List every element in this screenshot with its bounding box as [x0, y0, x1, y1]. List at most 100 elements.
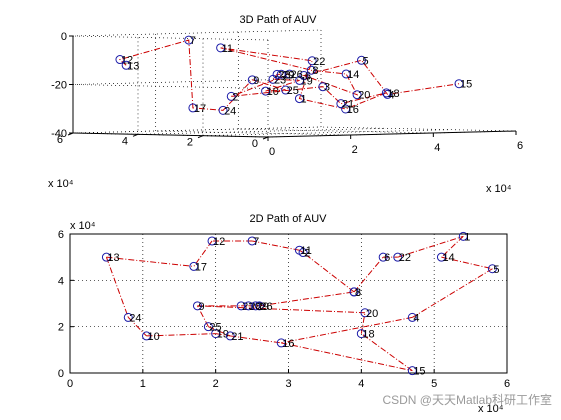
waypoint-marker-3d	[247, 75, 257, 85]
tick-label-3d-y: 6	[57, 134, 63, 146]
waypoint-label-3d: 21	[342, 99, 354, 111]
waypoint-label-3d: 4	[389, 89, 395, 101]
axis-3d-y	[72, 132, 269, 138]
waypoint-label-2d: 17	[195, 261, 207, 273]
waypoint-label-3d: 6	[305, 71, 311, 83]
waypoint-label-3d: 14	[347, 69, 359, 81]
waypoint-label-3d: 25	[287, 85, 299, 97]
waypoint-label-2d: 14	[442, 252, 454, 264]
path-line-3d	[118, 39, 460, 111]
gridline-3d-side-z	[72, 35, 269, 41]
waypoint-label-3d: 20	[358, 90, 370, 102]
waypoint-label-3d: 1	[300, 94, 306, 106]
waypoint-marker-3d	[281, 85, 291, 95]
title-2d: 2D Path of AUV	[249, 213, 327, 225]
waypoint-marker-3d	[261, 86, 271, 96]
waypoint-label-3d: 11	[222, 43, 233, 55]
plot-frame-2d	[69, 233, 508, 374]
waypoint-marker-3d	[216, 43, 226, 53]
waypoint-label-2d: 15	[413, 366, 425, 378]
waypoint-label-2d: 8	[355, 287, 361, 299]
waypoint-marker-3d	[318, 82, 328, 92]
tick-label-3d-x: 0	[269, 146, 275, 158]
waypoint-marker-2d	[294, 245, 304, 255]
tick-label-3d-z: -40	[51, 128, 67, 140]
waypoint-marker-3d	[383, 89, 393, 99]
waypoint-label-3d: 26	[290, 69, 302, 81]
path-segment-2d	[230, 335, 282, 344]
waypoint-label-3d: 17	[194, 103, 206, 115]
tick-label-3d-z: 0	[61, 31, 67, 43]
path-segment-2d	[197, 305, 365, 314]
tick-label-3d-y: 4	[122, 135, 128, 147]
waypoint-label-2d: 26	[260, 301, 272, 313]
waypoint-marker-2d	[407, 312, 417, 322]
waypoint-marker-2d	[141, 331, 151, 341]
waypoint-marker-2d	[207, 236, 217, 246]
waypoint-marker-2d	[225, 331, 235, 341]
gridline-3d-floor-x	[155, 130, 351, 136]
waypoint-marker-2d	[247, 236, 257, 246]
path-segment-2d	[106, 256, 194, 267]
waypoint-label-3d: 13	[127, 60, 139, 72]
tick-label-2d-x: 1	[140, 378, 146, 390]
axis-3d-x	[267, 130, 517, 138]
x-exponent-2d: x 10⁴	[478, 403, 504, 415]
waypoint-marker-3d	[295, 75, 305, 85]
waypoint-marker-2d	[436, 252, 446, 262]
waypoint-label-2d: 12	[213, 236, 225, 248]
waypoint-marker-2d	[243, 301, 253, 311]
waypoint-marker-2d	[101, 252, 111, 262]
tick-label-2d-y: 2	[58, 322, 64, 334]
waypoint-marker-3d	[341, 104, 351, 114]
waypoint-marker-3d	[115, 55, 125, 65]
waypoint-marker-3d	[294, 94, 304, 104]
waypoint-marker-2d	[236, 301, 246, 311]
waypoint-label-2d: 18	[362, 329, 374, 341]
waypoint-marker-2d	[487, 264, 497, 274]
waypoint-marker-2d	[393, 252, 403, 262]
waypoint-label-2d: 22	[399, 252, 411, 264]
waypoint-marker-3d	[121, 60, 131, 70]
waypoint-label-3d: 24	[224, 105, 236, 117]
gridline-3d-back-z	[72, 126, 322, 134]
waypoint-marker-3d	[188, 103, 198, 113]
tick-label-3d-y: 2	[187, 137, 193, 149]
gridline-3d-floor-y	[202, 129, 452, 137]
waypoint-label-3d: 3	[324, 82, 330, 94]
waypoint-label-3d: 2	[232, 91, 238, 103]
waypoint-marker-3d	[356, 55, 366, 65]
waypoint-label-2d: 13	[107, 252, 119, 264]
waypoint-marker-3d	[226, 91, 236, 101]
y-exponent-3d: x 10⁴	[486, 183, 512, 195]
tick-label-3d-x: 6	[517, 140, 523, 152]
waypoint-marker-3d	[306, 65, 316, 75]
waypoint-marker-2d	[349, 287, 359, 297]
path-segment-2d	[146, 333, 216, 337]
gridline-3d-back-z	[72, 29, 322, 37]
tick-label-3d-y: 0	[252, 138, 258, 150]
x-exponent-3d: x 10⁴	[48, 178, 74, 190]
path-2d	[105, 235, 493, 372]
tick-label-2d-x: 2	[213, 378, 219, 390]
waypoint-label-3d: 10	[267, 86, 279, 98]
waypoint-label-2d: 29	[257, 301, 269, 313]
waypoint-label-3d: 5	[362, 55, 368, 67]
gridline-3d-floor-x	[320, 126, 517, 132]
tick-3d-y	[262, 136, 269, 140]
tick-label-2d-y: 6	[58, 229, 64, 241]
path-segment-2d	[215, 333, 231, 337]
gridline-3d-back-z	[72, 78, 322, 85]
waypoint-label-2d: 21	[231, 331, 243, 343]
waypoint-marker-2d	[378, 252, 388, 262]
path-segment-2d	[259, 291, 355, 307]
path-3d	[118, 39, 460, 111]
path-segment-2d	[397, 235, 464, 258]
waypoint-marker-2d	[192, 301, 202, 311]
waypoint-label-3d: 19	[301, 75, 313, 87]
waypoint-label-2d: 5	[493, 264, 499, 276]
path-segment-2d	[281, 342, 413, 372]
